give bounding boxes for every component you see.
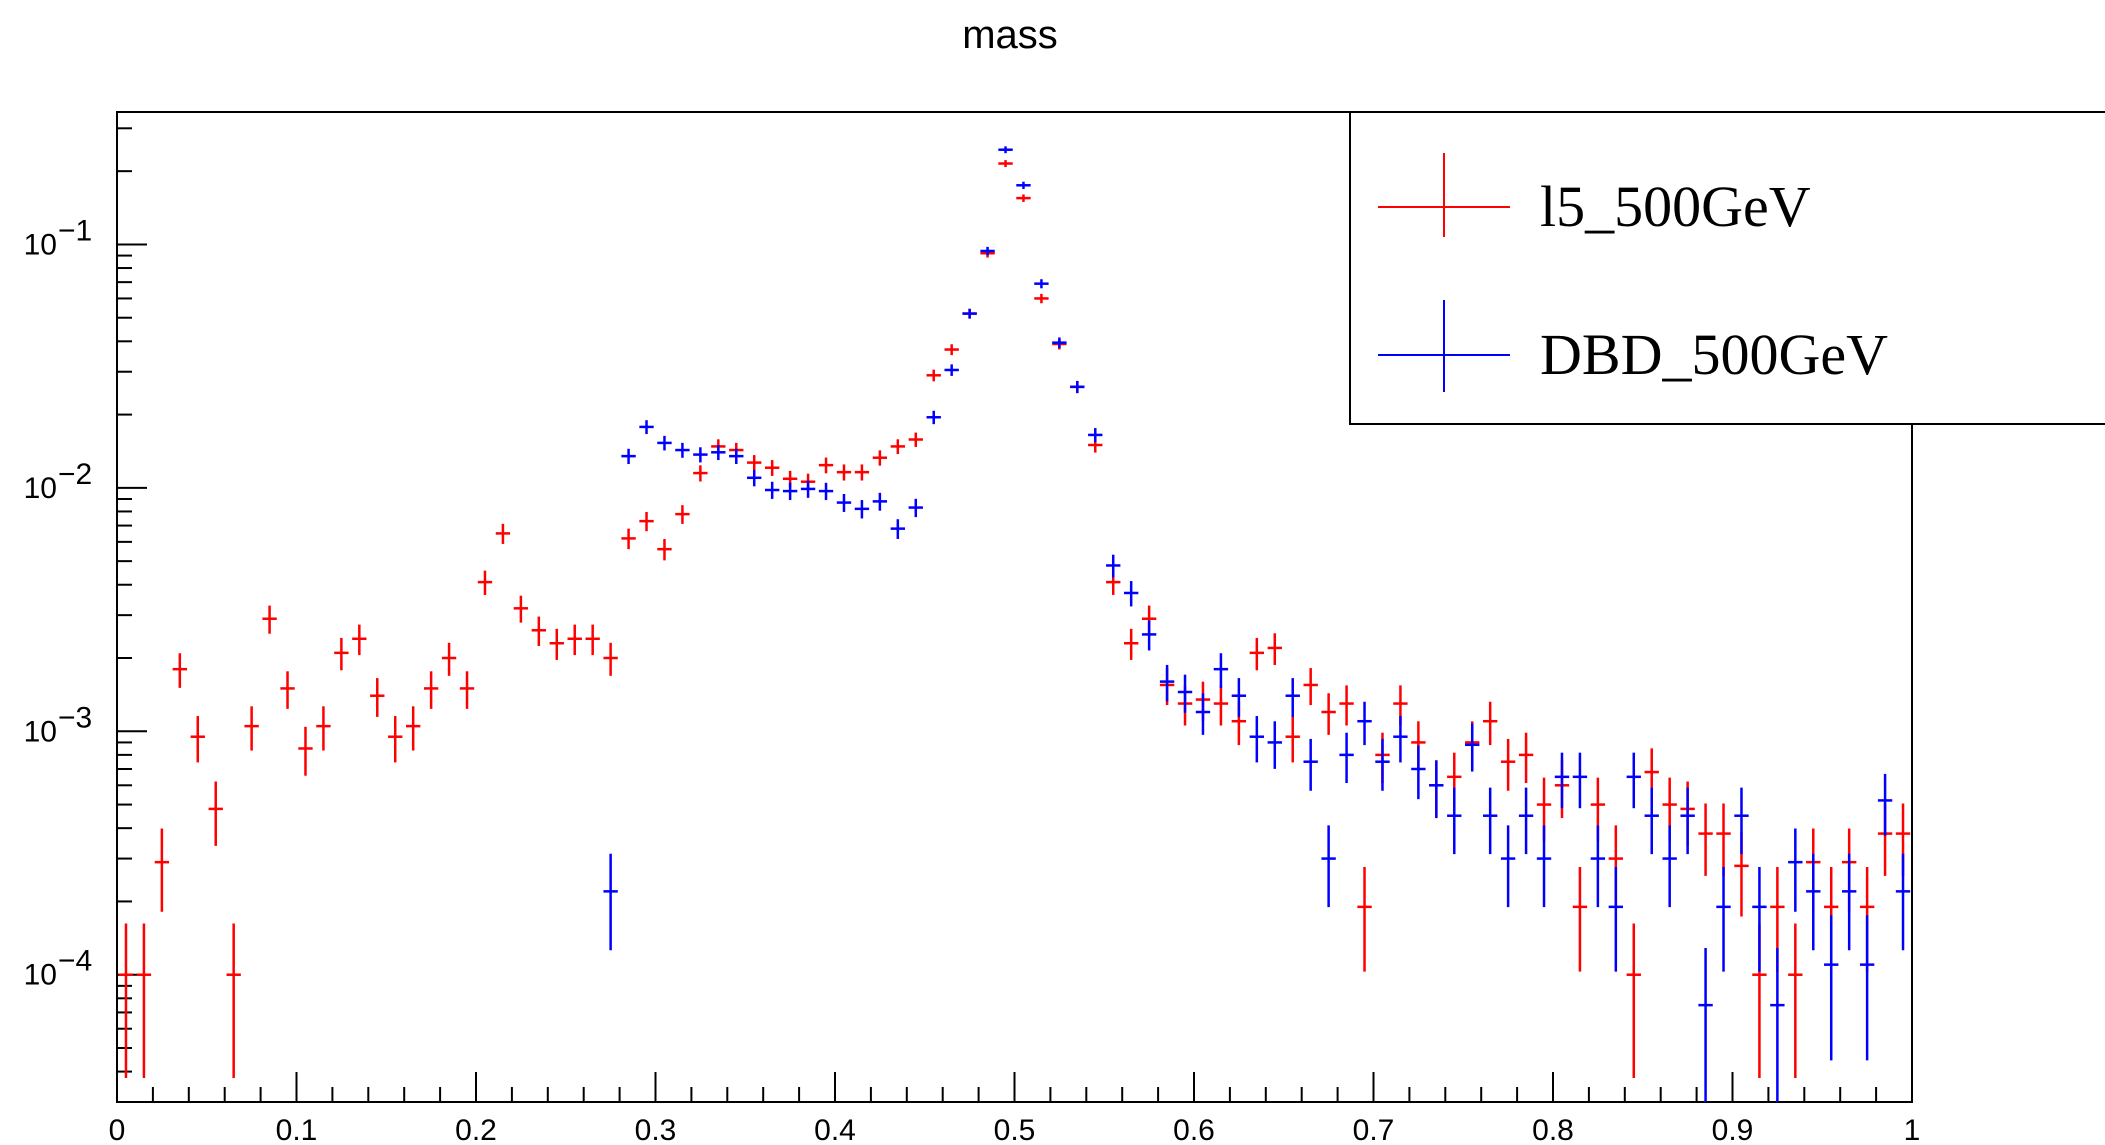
x-tick-label: 0.3 [635, 1114, 677, 1145]
legend-label-dbd: DBD_500GeV [1540, 322, 1888, 387]
y-tick-exponent: −3 [58, 701, 92, 734]
series-1 [603, 146, 1911, 1102]
x-tick-label: 0.9 [1712, 1114, 1754, 1145]
legend-box [1349, 111, 2105, 425]
y-tick-label: 10 [24, 959, 57, 992]
x-tick-label: 0.5 [994, 1114, 1036, 1145]
y-tick-label: 10 [24, 472, 57, 505]
series-0 [118, 160, 1911, 1079]
y-tick-exponent: −2 [58, 458, 92, 491]
y-tick-exponent: −4 [58, 945, 92, 978]
x-tick-label: 0.7 [1353, 1114, 1395, 1145]
axes: 0 0.1 0.2 0.3 0.4 0.5 0.6 0.7 0.8 0.9 110 −110 −210−… [24, 111, 1921, 1145]
x-tick-label: 0.1 [276, 1114, 318, 1145]
chart-title: mass [962, 13, 1058, 57]
y-tick-exponent: −1 [58, 214, 92, 247]
x-tick-label: 0.8 [1532, 1114, 1574, 1145]
series-layer [118, 146, 1911, 1102]
x-tick-label: 0.4 [814, 1114, 856, 1145]
y-tick-label: 10 [24, 228, 57, 261]
x-tick-label: 0.2 [455, 1114, 497, 1145]
legend-label-l5: l5_500GeV [1540, 174, 1811, 239]
x-tick-label: 1 [1904, 1114, 1921, 1145]
x-tick-label: 0.6 [1173, 1114, 1215, 1145]
y-tick-label: 10 [24, 715, 57, 748]
legend: l5_500GeV DBD_500GeV [1349, 111, 2105, 425]
x-tick-label: 0 [109, 1114, 126, 1145]
